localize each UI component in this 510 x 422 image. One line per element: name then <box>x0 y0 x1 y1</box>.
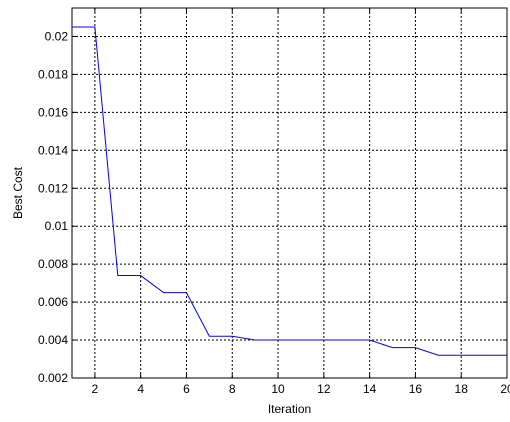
y-tick-label: 0.01 <box>45 219 69 233</box>
y-tick-label: 0.018 <box>38 67 68 81</box>
plot-area-frame <box>71 7 508 379</box>
x-tick-label: 18 <box>455 382 469 396</box>
x-tick-label: 6 <box>183 382 190 396</box>
y-tick-label: 0.002 <box>38 371 68 385</box>
x-axis-label: Iteration <box>268 402 311 416</box>
y-tick-label: 0.006 <box>38 295 68 309</box>
series-layer <box>72 26 507 356</box>
x-tick-label: 2 <box>92 382 99 396</box>
y-tick-label: 0.012 <box>38 181 68 195</box>
y-axis-label: Best Cost <box>11 166 25 219</box>
x-axis-tick-labels: 2 4 6 8 10 12 14 16 18 20 <box>92 382 510 396</box>
grid <box>72 8 508 379</box>
y-axis-tick-labels: 0.002 0.004 0.006 0.008 0.01 0.012 0.014 0.016 0… <box>38 29 68 385</box>
series-line <box>72 26 507 356</box>
x-tick-label: 14 <box>363 382 377 396</box>
y-tick-label: 0.016 <box>38 105 68 119</box>
axis-ticks <box>72 8 508 379</box>
x-tick-label: 20 <box>500 382 510 396</box>
x-tick-label: 12 <box>317 382 331 396</box>
x-tick-label: 4 <box>137 382 144 396</box>
y-tick-label: 0.02 <box>45 29 69 43</box>
x-tick-label: 8 <box>229 382 236 396</box>
x-tick-label: 16 <box>409 382 423 396</box>
y-tick-label: 0.008 <box>38 257 68 271</box>
y-tick-label: 0.014 <box>38 143 68 157</box>
x-tick-label: 10 <box>271 382 285 396</box>
y-tick-label: 0.004 <box>38 333 68 347</box>
